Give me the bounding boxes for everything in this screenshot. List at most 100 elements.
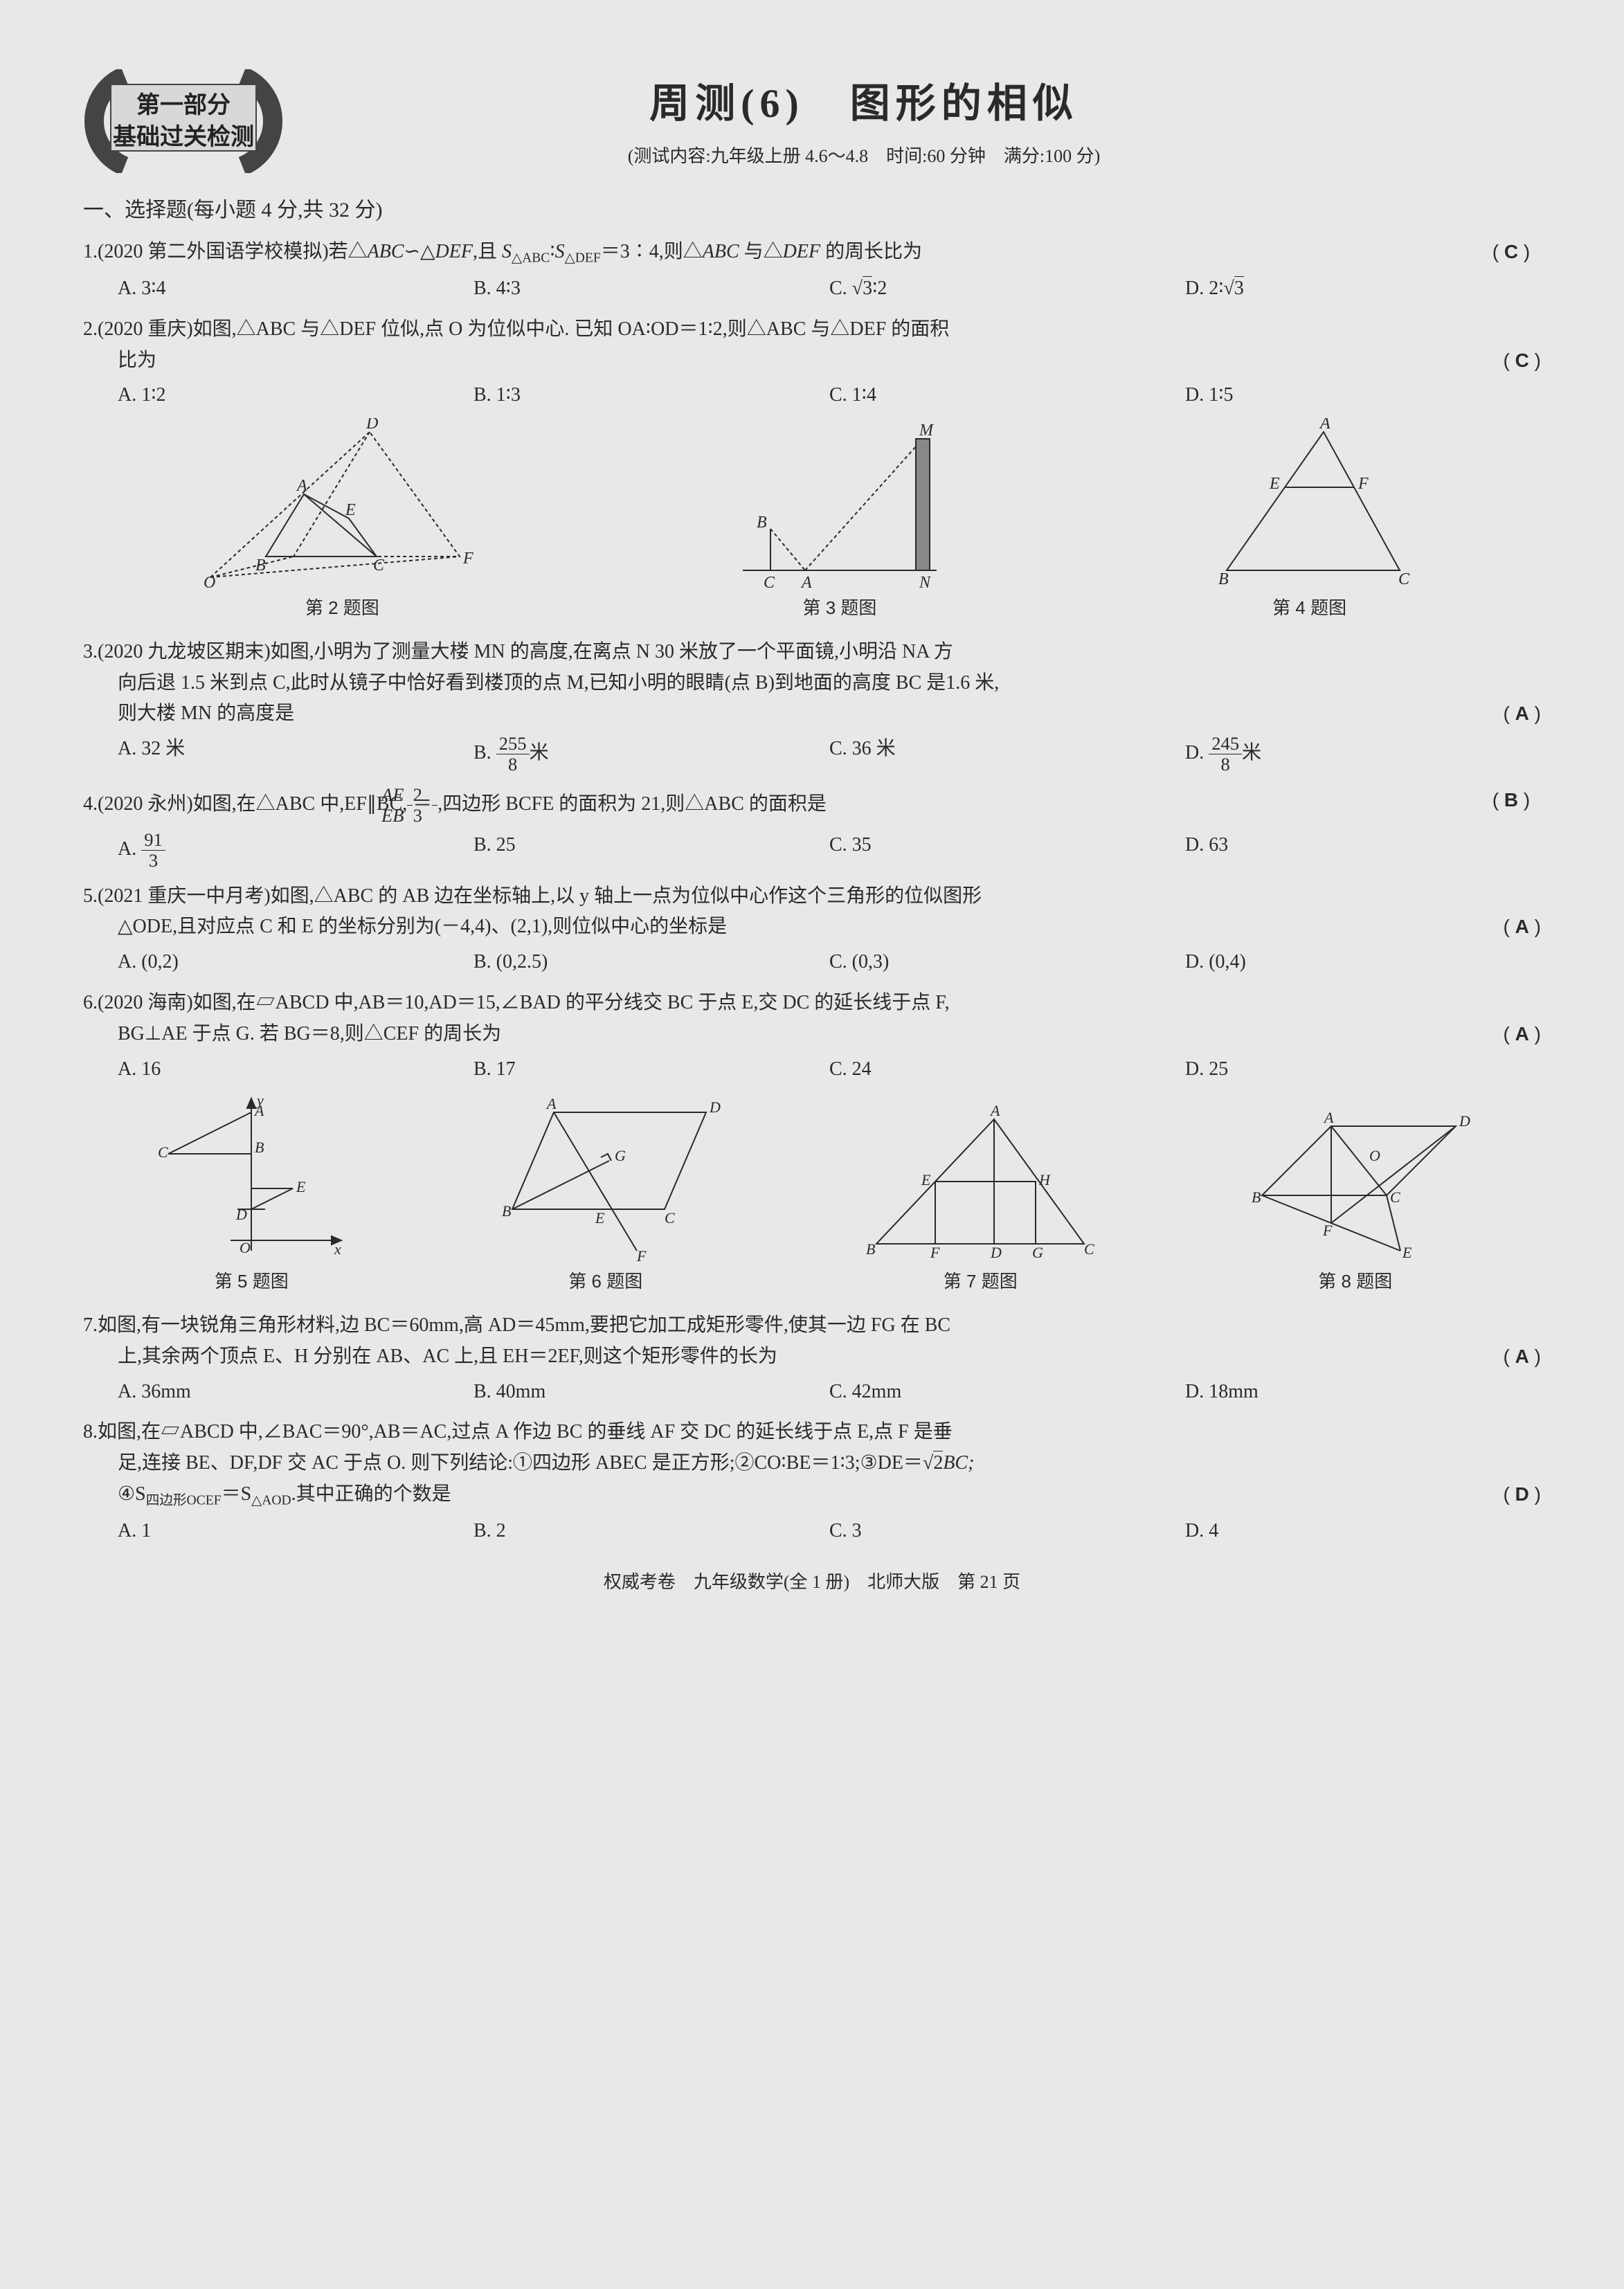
f3-C: C	[764, 574, 775, 591]
question-2: 2.(2020 重庆)如图,△ABC 与△DEF 位似,点 O 为位似中心. 已…	[83, 314, 1541, 411]
q2-optD: D. 1∶5	[1185, 380, 1541, 411]
q3-l1: (2020 九龙坡区期末)如图,小明为了测量大楼 MN 的高度,在离点 N 30…	[98, 641, 953, 662]
f7-F: F	[930, 1244, 940, 1261]
fig3-svg: B C A N M	[715, 418, 964, 591]
q3-optD-pre: D.	[1185, 742, 1209, 763]
q1-t2: ,且	[473, 241, 502, 262]
title-block: 周测(6) 图形的相似 (测试内容:九年级上册 4.6～4.8 时间:60 分钟…	[325, 72, 1402, 170]
q2-text2: 比为	[118, 350, 156, 371]
q8-num: 8.	[83, 1421, 98, 1442]
question-1: 1.(2020 第二外国语学校模拟)若△ABC∽△DEF,且 S△ABC∶S△D…	[83, 237, 1541, 305]
q5-optD: D. (0,4)	[1185, 947, 1541, 978]
q7-num: 7.	[83, 1314, 98, 1336]
q5-answer-paren: A	[1504, 912, 1541, 943]
q1-optD-pre: D. 2∶	[1185, 278, 1224, 299]
q5-l2: △ODE,且对应点 C 和 E 的坐标分别为(－4,4)、(2,1),则位似中心…	[118, 916, 727, 937]
q7-answer-paren: A	[1504, 1341, 1541, 1373]
q4-optA-num: 91	[141, 830, 165, 851]
q3-optB-pre: B.	[473, 742, 496, 763]
q5-l1: (2021 重庆一中月考)如图,△ABC 的 AB 边在坐标轴上,以 y 轴上一…	[98, 885, 982, 907]
q1-t3: ＝3∶4,则△	[601, 241, 703, 262]
q7-options: A. 36mm B. 40mm C. 42mm D. 18mm	[83, 1377, 1541, 1408]
q1-t5: 的周长比为	[820, 241, 922, 262]
q1-optA: A. 3∶4	[118, 273, 473, 305]
fig4-svg: A E F B C	[1192, 418, 1427, 591]
q4-optA: A. 913	[118, 830, 473, 871]
f8-E: E	[1402, 1244, 1412, 1261]
figure-6: A D B C E F G 第 6 题图	[485, 1092, 727, 1296]
figure-4: A E F B C 第 4 题图	[1192, 418, 1427, 623]
fig7-svg: A B C D E H F G	[856, 1105, 1105, 1265]
q4-optB: B. 25	[473, 830, 829, 871]
q4-options: A. 913 B. 25 C. 35 D. 63	[83, 830, 1541, 871]
q1-answer-paren: C	[1527, 237, 1541, 268]
q8-l3a: ④S	[118, 1483, 146, 1505]
figures-row-1: O A B C D E F 第 2 题图 B C A	[83, 418, 1541, 623]
q1-tri1: ABC	[368, 241, 404, 262]
question-5: 5.(2021 重庆一中月考)如图,△ABC 的 AB 边在坐标轴上,以 y 轴…	[83, 881, 1541, 978]
q3-optD-num: 245	[1209, 734, 1242, 754]
q5-optC: C. (0,3)	[829, 947, 1185, 978]
q7-l1: 如图,有一块锐角三角形材料,边 BC＝60mm,高 AD＝45mm,要把它加工成…	[98, 1314, 950, 1336]
question-8: 8.如图,在▱ABCD 中,∠BAC＝90°,AB＝AC,过点 A 作边 BC …	[83, 1417, 1541, 1546]
q3-optB-den: 8	[496, 754, 530, 775]
q2-options: A. 1∶2 B. 1∶3 C. 1∶4 D. 1∶5	[83, 380, 1541, 411]
f8-B: B	[1252, 1188, 1261, 1206]
q7-answer: A	[1515, 1346, 1529, 1367]
q8-optD: D. 4	[1185, 1516, 1541, 1547]
q1-answer: C	[1504, 241, 1518, 262]
f8-F: F	[1322, 1222, 1333, 1239]
f7-A: A	[989, 1105, 1000, 1119]
f6-E: E	[595, 1209, 605, 1227]
q1-s2sub: △DEF	[565, 251, 601, 266]
q2-num: 2.	[83, 318, 98, 340]
q3-optD-post: 米	[1242, 742, 1261, 763]
q1-s1: S	[502, 241, 512, 262]
q8-l2a: 足,连接 BE、DF,DF 交 AC 于点 O. 则下列结论:①四边形 ABEC…	[118, 1452, 923, 1474]
q8-l3sub: 四边形OCEF	[146, 1494, 222, 1508]
q6-answer: A	[1515, 1023, 1529, 1044]
q6-answer-paren: A	[1504, 1019, 1541, 1050]
q8-sqrt: 2	[933, 1451, 943, 1474]
f8-D: D	[1459, 1112, 1470, 1130]
f6-A: A	[545, 1095, 557, 1112]
q6-options: A. 16 B. 17 C. 24 D. 25	[83, 1054, 1541, 1085]
question-7: 7.如图,有一块锐角三角形材料,边 BC＝60mm,高 AD＝45mm,要把它加…	[83, 1310, 1541, 1407]
fig2-svg: O A B C D E F	[197, 418, 487, 591]
question-6: 6.(2020 海南)如图,在▱ABCD 中,AB＝10,AD＝15,∠BAD …	[83, 988, 1541, 1085]
q4-answer: B	[1504, 789, 1518, 811]
main-title: 周测(6) 图形的相似	[325, 72, 1402, 136]
q3-optB-num: 255	[496, 734, 530, 754]
q1-optB: B. 4∶3	[473, 273, 829, 305]
f5-E: E	[296, 1178, 306, 1195]
q7-optC: C. 42mm	[829, 1377, 1185, 1408]
f7-G: G	[1032, 1244, 1043, 1261]
f6-F: F	[636, 1247, 647, 1265]
f5-A: A	[253, 1102, 264, 1119]
q7-optB: B. 40mm	[473, 1377, 829, 1408]
q1-t1: (2020 第二外国语学校模拟)若△	[98, 241, 368, 262]
q4-l1a: (2020 永州)如图,在△ABC 中,EF∥BC,	[98, 793, 407, 815]
f5-C: C	[158, 1143, 168, 1161]
q3-answer-paren: A	[1504, 698, 1541, 730]
fig2-caption: 第 2 题图	[197, 594, 487, 623]
q8-l3mid: ＝S	[222, 1483, 252, 1505]
q6-optB: B. 17	[473, 1054, 829, 1085]
q3-answer: A	[1515, 703, 1529, 724]
q1-tri4: DEF	[783, 241, 820, 262]
f7-C: C	[1084, 1240, 1094, 1258]
figure-2: O A B C D E F 第 2 题图	[197, 418, 487, 623]
q8-l1: 如图,在▱ABCD 中,∠BAC＝90°,AB＝AC,过点 A 作边 BC 的垂…	[98, 1421, 953, 1442]
q2-optA: A. 1∶2	[118, 380, 473, 411]
fig4-caption: 第 4 题图	[1192, 594, 1427, 623]
f2-A: A	[296, 477, 307, 495]
q2-text: (2020 重庆)如图,△ABC 与△DEF 位似,点 O 为位似中心. 已知 …	[98, 318, 949, 340]
fig6-svg: A D B C E F G	[485, 1092, 727, 1265]
subtitle: (测试内容:九年级上册 4.6～4.8 时间:60 分钟 满分:100 分)	[325, 142, 1402, 171]
f6-G: G	[615, 1147, 626, 1164]
f3-B: B	[757, 514, 767, 532]
fig5-svg: y x O A B C D E	[147, 1092, 355, 1265]
f7-H: H	[1038, 1171, 1051, 1188]
figure-5: y x O A B C D E 第 5 题图	[147, 1092, 355, 1296]
fig5-caption: 第 5 题图	[147, 1267, 355, 1296]
